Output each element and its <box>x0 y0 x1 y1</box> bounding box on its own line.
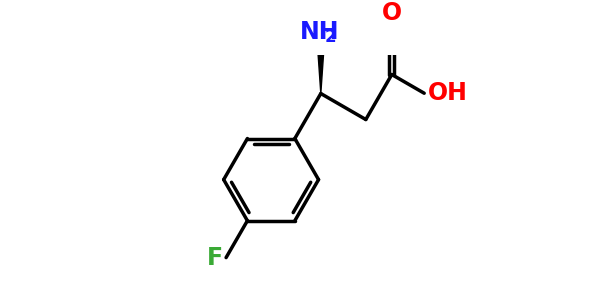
Text: OH: OH <box>428 81 467 105</box>
Polygon shape <box>318 48 324 94</box>
Text: F: F <box>207 246 223 270</box>
Text: NH: NH <box>300 20 339 45</box>
Text: O: O <box>382 2 402 25</box>
Text: 2: 2 <box>325 28 336 46</box>
